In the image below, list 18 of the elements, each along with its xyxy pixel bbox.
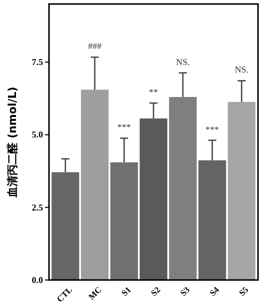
y-tick-label: 2.5 (32, 202, 44, 212)
y-axis-title: 血清丙二醛 (nmol/L) (6, 86, 19, 198)
x-tick-label: S1 (119, 284, 133, 298)
annotation: ### (88, 41, 102, 52)
x-tick-label: CTL (54, 284, 74, 304)
x-tick-label: S2 (148, 284, 162, 298)
x-tick-label: S4 (207, 284, 222, 298)
x-tick-label: MC (86, 284, 104, 302)
x-tick-label: S3 (178, 284, 192, 298)
annotation: *** (205, 124, 220, 134)
annotation: *** (117, 122, 132, 132)
y-tick-label: 5.0 (32, 130, 44, 140)
annotation: NS. (176, 56, 190, 67)
annotation: NS. (234, 64, 248, 75)
y-tick-label: 0.0 (32, 274, 44, 285)
x-tick-label: S5 (236, 284, 250, 298)
y-tick-label: 7.5 (32, 56, 44, 67)
annotation: ** (149, 87, 158, 98)
